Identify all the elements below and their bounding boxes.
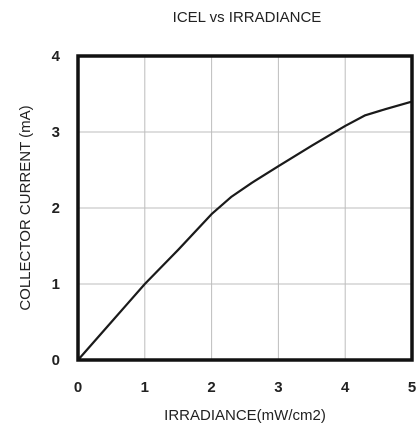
- grid-lines: [78, 56, 412, 360]
- y-tick-label-1: 1: [52, 276, 60, 293]
- y-tick-label-3: 3: [52, 124, 60, 141]
- x-tick-label-5: 5: [408, 379, 416, 396]
- y-tick-label-2: 2: [52, 200, 60, 217]
- x-tick-labels: 0 1 2 3 4 5: [74, 379, 416, 396]
- series-line: [76, 100, 414, 362]
- x-axis-label: IRRADIANCE(mW/cm2): [164, 407, 326, 424]
- y-tick-labels: 0 1 2 3 4: [52, 48, 61, 369]
- chart-title: ICEL vs IRRADIANCE: [173, 9, 322, 26]
- x-tick-label-3: 3: [274, 379, 282, 396]
- x-tick-label-2: 2: [207, 379, 215, 396]
- y-axis-label: COLLECTOR CURRENT (mA): [17, 105, 34, 310]
- plot-frame: [76, 54, 414, 362]
- x-tick-label-0: 0: [74, 379, 82, 396]
- y-tick-label-0: 0: [52, 352, 60, 369]
- y-tick-label-4: 4: [52, 48, 61, 65]
- x-tick-label-4: 4: [341, 379, 350, 396]
- x-tick-label-1: 1: [141, 379, 149, 396]
